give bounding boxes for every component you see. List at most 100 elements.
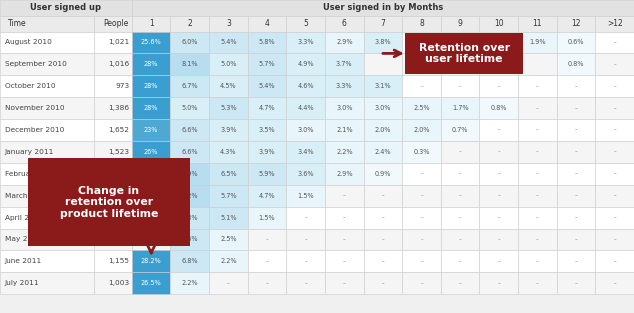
Bar xyxy=(171,16,209,32)
Text: 2.9%: 2.9% xyxy=(336,171,353,177)
Bar xyxy=(94,16,132,32)
Text: -: - xyxy=(536,257,539,266)
Bar xyxy=(557,54,595,75)
Bar xyxy=(518,54,557,75)
Text: 3: 3 xyxy=(226,19,231,28)
Text: -: - xyxy=(613,279,616,288)
Bar xyxy=(595,97,634,119)
Bar xyxy=(132,272,171,294)
Bar xyxy=(171,32,209,54)
Bar xyxy=(441,185,479,207)
Text: -: - xyxy=(613,235,616,244)
Bar xyxy=(248,119,287,141)
Text: 6.6%: 6.6% xyxy=(181,127,198,133)
Text: 2.5%: 2.5% xyxy=(413,105,430,111)
Bar xyxy=(248,54,287,75)
Bar xyxy=(402,163,441,185)
Text: May 2011: May 2011 xyxy=(4,236,41,243)
Bar xyxy=(209,119,248,141)
Text: 4.5%: 4.5% xyxy=(220,83,236,89)
Bar xyxy=(287,75,325,97)
Bar xyxy=(209,54,248,75)
Text: 8: 8 xyxy=(419,19,424,28)
Bar xyxy=(0,250,94,272)
Bar xyxy=(479,185,518,207)
Text: January 2011: January 2011 xyxy=(4,149,54,155)
Bar xyxy=(364,97,402,119)
Text: 4: 4 xyxy=(264,19,269,28)
Bar xyxy=(595,250,634,272)
Bar xyxy=(557,272,595,294)
Bar xyxy=(94,54,132,75)
Text: -: - xyxy=(613,82,616,91)
Bar xyxy=(171,250,209,272)
Text: -: - xyxy=(574,213,578,222)
Text: 4.7%: 4.7% xyxy=(259,193,275,199)
Bar xyxy=(441,250,479,272)
Bar xyxy=(595,32,634,54)
Text: -: - xyxy=(613,169,616,178)
Bar xyxy=(557,185,595,207)
Text: -: - xyxy=(343,257,346,266)
Text: -: - xyxy=(613,147,616,156)
Text: April 2011: April 2011 xyxy=(4,215,43,221)
Bar xyxy=(209,185,248,207)
Text: 3.1%: 3.1% xyxy=(375,83,391,89)
Text: June 2011: June 2011 xyxy=(4,258,42,264)
Bar xyxy=(287,16,325,32)
Text: 9: 9 xyxy=(458,19,463,28)
Bar xyxy=(0,228,94,250)
Text: Retention over
user lifetime: Retention over user lifetime xyxy=(418,43,510,64)
Text: -: - xyxy=(420,82,423,91)
Text: -: - xyxy=(227,279,230,288)
Text: -: - xyxy=(498,82,500,91)
Bar xyxy=(557,207,595,228)
Bar xyxy=(248,32,287,54)
Text: 0.8%: 0.8% xyxy=(568,61,585,67)
Bar xyxy=(0,16,94,32)
Text: -: - xyxy=(498,235,500,244)
Text: 6.5%: 6.5% xyxy=(220,171,236,177)
Bar xyxy=(518,163,557,185)
Bar xyxy=(325,250,364,272)
Bar xyxy=(0,185,94,207)
Bar xyxy=(479,75,518,97)
Bar xyxy=(287,272,325,294)
Bar xyxy=(287,141,325,163)
Bar xyxy=(325,119,364,141)
Bar xyxy=(94,250,132,272)
Text: -: - xyxy=(459,257,462,266)
Bar xyxy=(248,97,287,119)
Bar xyxy=(209,16,248,32)
Bar xyxy=(518,97,557,119)
Bar xyxy=(209,272,248,294)
Bar xyxy=(132,119,171,141)
Text: -: - xyxy=(498,213,500,222)
Text: 3.8%: 3.8% xyxy=(375,39,391,45)
Bar xyxy=(402,97,441,119)
Text: -: - xyxy=(459,82,462,91)
Text: 1: 1 xyxy=(149,19,153,28)
Bar xyxy=(402,141,441,163)
Text: -: - xyxy=(266,235,268,244)
Bar xyxy=(132,185,171,207)
Bar xyxy=(171,207,209,228)
Bar xyxy=(248,207,287,228)
Bar xyxy=(557,228,595,250)
Text: -: - xyxy=(420,235,423,244)
Bar xyxy=(364,163,402,185)
Text: 23%: 23% xyxy=(144,127,158,133)
Text: -: - xyxy=(343,213,346,222)
Bar xyxy=(248,163,287,185)
Text: 0.8%: 0.8% xyxy=(491,105,507,111)
Bar xyxy=(595,228,634,250)
Bar xyxy=(132,207,171,228)
Text: 1,021: 1,021 xyxy=(108,39,129,45)
Bar xyxy=(479,32,518,54)
Bar xyxy=(171,97,209,119)
Bar xyxy=(209,228,248,250)
Bar xyxy=(94,185,132,207)
Bar xyxy=(518,141,557,163)
Bar xyxy=(0,75,94,97)
Text: -: - xyxy=(536,104,539,113)
